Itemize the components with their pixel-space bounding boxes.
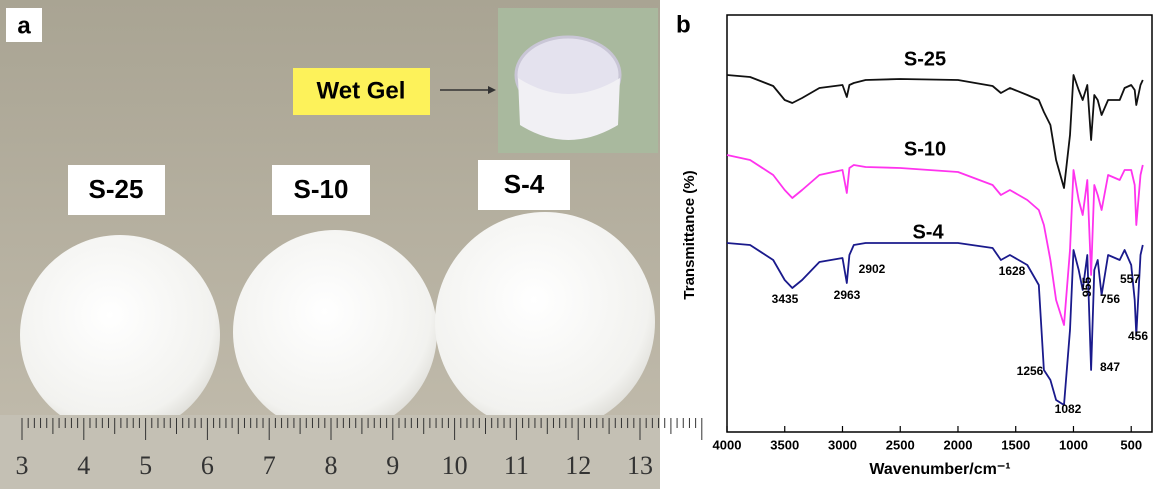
figure: a Wet Gel S-25 S-10 S-4 345678910111213 … (0, 0, 1156, 489)
ruler-number: 6 (201, 451, 214, 480)
sphere (435, 212, 655, 432)
peak-annotation: 756 (1100, 292, 1120, 306)
x-tick-label: 2000 (944, 437, 973, 452)
ruler-number: 7 (263, 451, 276, 480)
photo-panel: a Wet Gel S-25 S-10 S-4 3 4 5 6 7 8 9 10 11 12 13 (0, 0, 702, 489)
ruler-number: 11 (504, 451, 529, 480)
series-label: S-10 (904, 138, 946, 160)
x-tick-label: 1000 (1059, 437, 1088, 452)
x-tick-label: 4000 (713, 437, 742, 452)
peak-annotation: 1082 (1055, 402, 1082, 416)
peak-annotation: 955 (1080, 277, 1094, 297)
ruler-number: 4 (77, 451, 90, 480)
plot: 4000 3500 3000 2500 2000 1500 1000 500 S-25 S-10 S… (713, 48, 1149, 452)
sample-label: S-25 (89, 174, 144, 204)
x-axis-label: Wavenumber/cm⁻¹ (869, 461, 1010, 478)
ruler-number: 10 (442, 451, 468, 480)
ruler-number: 12 (565, 451, 591, 480)
peak-annotation: 3435 (772, 292, 799, 306)
ruler-number: 8 (325, 451, 338, 480)
sphere (233, 230, 437, 434)
sample-label: S-4 (504, 169, 545, 199)
x-tick-label: 3500 (770, 437, 799, 452)
spectrum-line (727, 243, 1143, 405)
sample-label: S-10 (294, 174, 349, 204)
peak-annotation: 1628 (999, 264, 1026, 278)
peak-annotation: 847 (1100, 360, 1120, 374)
ruler-number: 9 (386, 451, 399, 480)
peak-annotation: 1256 (1017, 364, 1044, 378)
x-tick-label: 1500 (1001, 437, 1030, 452)
x-tick-label: 500 (1120, 437, 1142, 452)
peak-annotation: 2902 (859, 262, 886, 276)
peak-annotation: 2963 (834, 288, 861, 302)
ruler-number: 3 (16, 451, 29, 480)
ruler-number: 13 (627, 451, 653, 480)
x-tick-label: 2500 (886, 437, 915, 452)
panel-label: a (17, 12, 31, 39)
inset-label: Wet Gel (317, 77, 406, 104)
x-tick-label: 3000 (828, 437, 857, 452)
y-axis-label: Transmittance (%) (681, 170, 698, 299)
series-label: S-4 (912, 221, 944, 243)
sphere (20, 235, 220, 435)
ruler-number: 5 (139, 451, 152, 480)
panel-label: b (676, 11, 691, 38)
series-label: S-25 (904, 48, 946, 70)
peak-annotation: 456 (1128, 329, 1148, 343)
peak-annotation: 557 (1120, 272, 1140, 286)
